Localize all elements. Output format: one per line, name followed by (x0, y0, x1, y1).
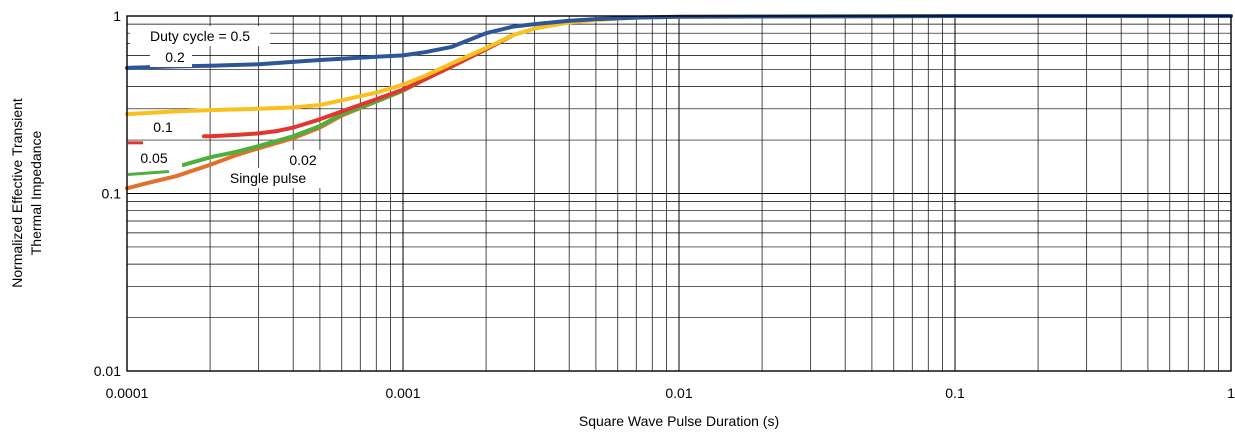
y-tick-label: 0.01 (94, 363, 121, 379)
annotation-background (130, 26, 270, 46)
annotations: Duty cycle = 0.5 0.2 0.1 0.05 0.02 Single pul… (130, 26, 324, 188)
y-axis-title-line-1: Normalized Effective Transient (9, 98, 25, 288)
grid (127, 16, 1231, 371)
x-axis-title: Square Wave Pulse Duration (s) (579, 413, 779, 429)
series-annotation: 0.02 (289, 152, 316, 168)
annotation-background (132, 148, 182, 168)
series-annotation: Single pulse (230, 170, 306, 186)
series-line (201, 33, 515, 139)
annotation-background (146, 117, 188, 137)
plot-frame (126, 15, 1232, 372)
x-tick-label: 0.1 (945, 385, 965, 401)
data-series (125, 14, 1233, 191)
series-line (125, 14, 1233, 70)
series-annotation: 0.05 (140, 150, 167, 166)
series-annotation: 0.2 (165, 49, 185, 65)
annotation-background (214, 168, 322, 188)
x-tick-label: 1 (1227, 385, 1235, 401)
annotation-background (276, 150, 324, 170)
tick-labels: 0.0001 0.001 0.01 0.1 1 0.01 0.1 1 (94, 8, 1235, 401)
x-tick-label: 0.01 (665, 385, 692, 401)
series-annotation: 0.1 (153, 119, 173, 135)
x-tick-label: 0.0001 (106, 385, 149, 401)
annotation-background (150, 47, 192, 67)
x-tick-label: 0.001 (385, 385, 420, 401)
series-annotation: Duty cycle = 0.5 (150, 28, 250, 44)
y-tick-label: 1 (113, 8, 121, 24)
y-axis-title-line-2: Thermal Impedance (28, 131, 44, 256)
y-tick-label: 0.1 (102, 186, 122, 202)
series-stub (127, 170, 170, 176)
